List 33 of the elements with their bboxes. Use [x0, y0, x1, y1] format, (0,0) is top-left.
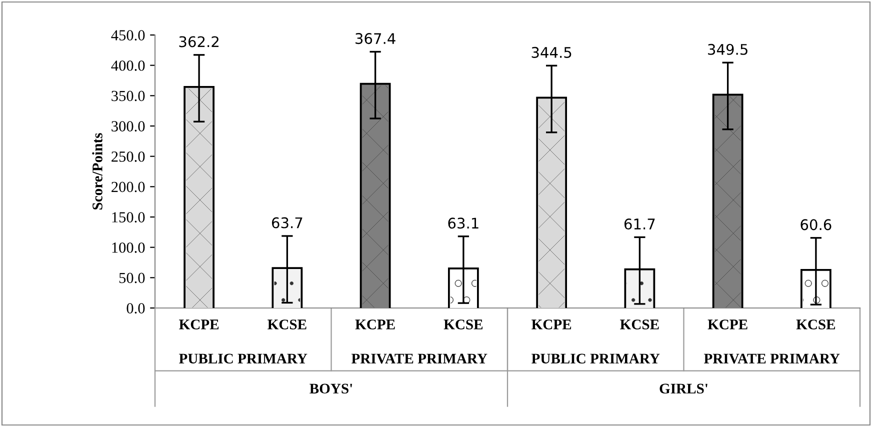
y-tick-label: 200.0	[112, 182, 145, 192]
data-label: 362.2	[179, 36, 218, 48]
data-label: 61.7	[624, 218, 655, 230]
data-label: 344.5	[532, 46, 572, 58]
data-label: 367.4	[356, 33, 396, 44]
text: PRIVATE PRIMARY	[704, 354, 840, 364]
y-axis-title: Score/Points	[92, 133, 102, 210]
x-tick-label: KCPE	[708, 320, 748, 330]
text: BOYS'	[310, 384, 352, 394]
y-tick-label: 400.0	[111, 60, 145, 71]
y-tick-label: 450.0	[111, 30, 145, 41]
text: PUBLIC PRIMARY	[532, 354, 660, 364]
x-tick-label: KCPE	[532, 320, 572, 330]
y-tick-label: 350.0	[112, 90, 145, 102]
x-tick-label: KCPE	[355, 320, 395, 330]
x-tick-label: KCSE	[444, 320, 483, 330]
y-tick-label: 150.0	[112, 212, 145, 223]
text: PUBLIC PRIMARY	[179, 354, 308, 364]
data-label: 349.5	[708, 44, 748, 55]
data-label: 63.7	[272, 217, 302, 228]
x-tick-label: KCSE	[796, 320, 836, 330]
y-tick-label: 300.0	[112, 121, 145, 132]
text: GIRLS'	[660, 384, 708, 394]
data-label: 60.6	[800, 219, 832, 230]
x-tick-label: KCPE	[179, 320, 219, 330]
text: PRIVATE PRIMARY	[351, 354, 488, 364]
x-tick-label: KCSE	[620, 320, 659, 330]
y-tick-label: 250.0	[112, 151, 145, 162]
y-tick-label: 50.0	[119, 272, 145, 284]
data-label: 63.1	[448, 218, 478, 229]
x-tick-label: KCSE	[268, 320, 306, 330]
y-tick-label: 0.0	[126, 303, 145, 314]
y-tick-label: 100.0	[112, 242, 145, 253]
